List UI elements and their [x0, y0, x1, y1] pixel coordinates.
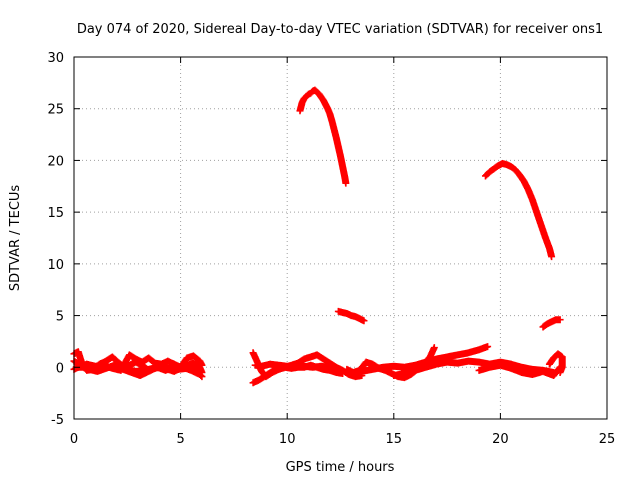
- x-tick-label: 10: [279, 432, 296, 447]
- y-tick-label: 5: [56, 310, 64, 325]
- series-arc-high-1: [296, 86, 350, 187]
- series-arc-late-5: [481, 160, 556, 261]
- y-tick-label: 20: [47, 154, 64, 169]
- y-tick-label: 15: [47, 206, 64, 221]
- y-tick-label: -5: [51, 413, 64, 428]
- y-tick-label: 10: [47, 258, 64, 273]
- series-arc-late-6: [539, 316, 564, 331]
- y-tick-label: 30: [47, 51, 64, 66]
- chart-title: Day 074 of 2020, Sidereal Day-to-day VTE…: [77, 22, 603, 37]
- y-tick-label: 0: [56, 361, 64, 376]
- series-arc-late-2: [358, 343, 492, 375]
- x-tick-label: 20: [492, 432, 509, 447]
- data-points: [70, 86, 566, 387]
- x-tick-label: 15: [386, 432, 403, 447]
- x-tick-label: 25: [599, 432, 616, 447]
- series-arc-mid-3: [251, 360, 334, 371]
- series-arc-late-4: [475, 361, 564, 380]
- plot-frame: [73, 56, 608, 420]
- series-arc-high-2: [334, 307, 368, 325]
- axis-ticks: 0 5 10 15 20 25 -5 0 5 10 15 20 25 30: [47, 51, 615, 447]
- x-axis-label: GPS time / hours: [286, 460, 395, 475]
- x-tick-label: 5: [176, 432, 184, 447]
- series-arc-late-7: [545, 350, 566, 376]
- y-tick-label: 25: [47, 103, 64, 118]
- y-axis-label: SDTVAR / TECUs: [8, 185, 23, 292]
- x-tick-label: 0: [70, 432, 78, 447]
